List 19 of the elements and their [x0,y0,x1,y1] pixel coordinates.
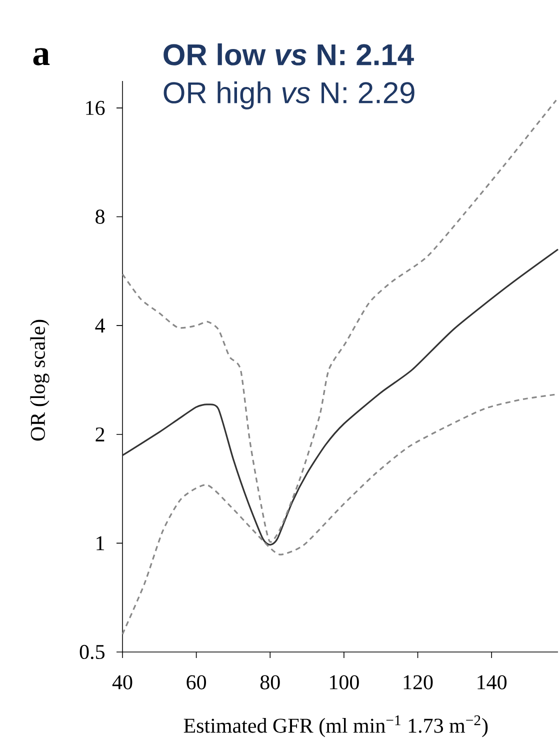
y-tick-label: 1 [96,536,104,550]
chart-subtitle: OR high vs N: 2.29 [164,81,414,110]
x-tick-label: 60 [186,675,206,690]
x-tick-label: 80 [260,675,280,690]
y-tick-label: 8 [96,210,105,224]
line-series [122,248,559,546]
x-tick-label: 140 [478,675,507,690]
y-tick-label: 4 [95,318,105,332]
x-tick-label: 40 [112,675,132,690]
y-axis-title: OR (log scale) [30,320,50,441]
chart-title: OR low vs N: 2.14 [164,43,414,66]
x-axis-title: Estimated GFR (ml min$^{−1}$ 1.73 m$^{−2}$) [184,715,488,738]
x-tick-label: 120 [404,675,433,690]
y-tick-label: 16 [86,100,105,116]
y-tick-label: 0.5 [80,644,104,660]
x-tick-label: 100 [330,675,359,690]
y-tick-label: 2 [96,427,104,442]
line-series [122,394,557,636]
text: a [33,48,50,66]
